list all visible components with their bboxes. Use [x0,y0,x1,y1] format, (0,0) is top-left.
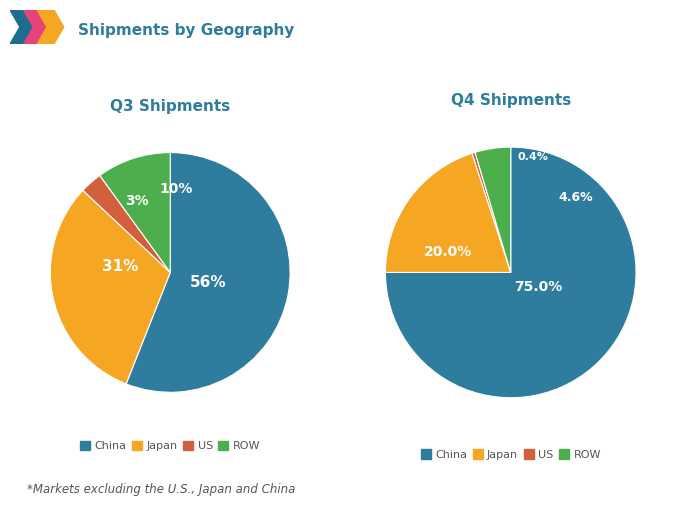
Text: 10%: 10% [159,181,193,195]
Text: 31%: 31% [101,259,138,274]
Legend: China, Japan, US, ROW: China, Japan, US, ROW [76,436,265,455]
Text: 3%: 3% [125,193,148,208]
Text: Shipments by Geography: Shipments by Geography [78,23,295,38]
Text: *Markets excluding the U.S., Japan and China: *Markets excluding the U.S., Japan and C… [27,483,296,496]
Wedge shape [385,147,636,398]
Text: 0.4%: 0.4% [518,152,549,162]
Text: 56%: 56% [190,274,227,289]
Polygon shape [37,10,64,44]
Wedge shape [50,190,170,384]
Wedge shape [100,153,170,272]
Text: 75.0%: 75.0% [514,281,563,295]
Wedge shape [385,153,511,272]
Text: 4.6%: 4.6% [558,191,593,204]
Wedge shape [475,147,511,272]
Wedge shape [126,153,290,392]
Wedge shape [83,175,170,272]
Polygon shape [10,10,37,44]
Polygon shape [24,10,50,44]
Legend: China, Japan, US, ROW: China, Japan, US, ROW [416,445,605,464]
Title: Q3 Shipments: Q3 Shipments [110,100,230,115]
Wedge shape [472,152,511,272]
Title: Q4 Shipments: Q4 Shipments [451,93,571,107]
Text: 20.0%: 20.0% [424,245,472,260]
